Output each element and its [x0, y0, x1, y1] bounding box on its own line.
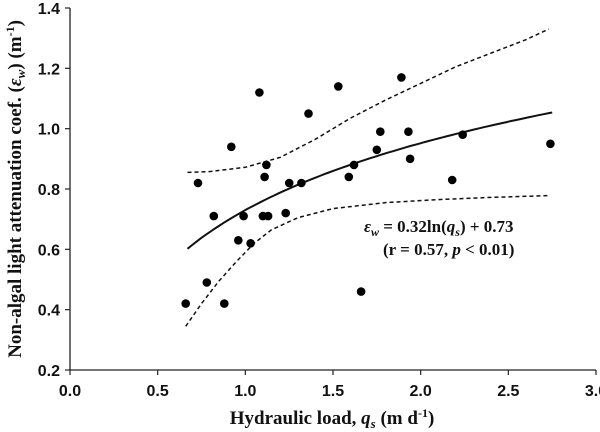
- data-point: [227, 142, 236, 152]
- x-tick-label: 2.5: [497, 383, 519, 400]
- data-points: [181, 73, 555, 308]
- data-point: [234, 236, 243, 245]
- data-point: [181, 299, 190, 308]
- y-tick-label: 1.4: [38, 1, 60, 18]
- data-point: [284, 178, 294, 188]
- x-axis-ticks: 0.0 0.5 1.0 1.5 2.0 2.5 3.0: [59, 370, 600, 400]
- data-point: [246, 239, 255, 248]
- lower-confidence-band: [185, 194, 549, 327]
- data-point: [458, 130, 468, 139]
- data-point: [376, 127, 385, 136]
- upper-confidence-band: [187, 28, 550, 174]
- regression-curve: [186, 111, 553, 250]
- data-point: [349, 160, 359, 170]
- y-tick-label: 1.0: [38, 122, 60, 139]
- data-point: [209, 211, 219, 221]
- x-tick-label: 0.0: [59, 383, 81, 400]
- data-point: [239, 211, 248, 221]
- data-point: [297, 178, 306, 188]
- y-axis-ticks: 0.2 0.4 0.6 0.8 1.0 1.2 1.4: [38, 1, 70, 380]
- data-point: [263, 211, 273, 221]
- data-point: [262, 160, 271, 170]
- data-point: [202, 278, 212, 287]
- equation-annotation: εw = 0.32ln(qs) + 0.73: [364, 217, 514, 239]
- x-tick-label: 3.0: [585, 383, 600, 400]
- regression-curve-group: [186, 111, 553, 250]
- y-tick-label: 0.6: [38, 242, 60, 259]
- y-tick-label: 0.2: [38, 363, 60, 380]
- data-point: [546, 139, 555, 149]
- data-point: [356, 287, 366, 296]
- y-tick-label: 1.2: [38, 61, 60, 78]
- data-point: [255, 88, 264, 97]
- y-tick-label: 0.8: [38, 182, 60, 199]
- data-point: [334, 82, 343, 91]
- data-point: [220, 299, 229, 308]
- data-point: [404, 127, 413, 136]
- data-point: [304, 109, 313, 118]
- data-point: [447, 175, 457, 185]
- axes: [69, 8, 596, 371]
- data-point: [260, 172, 269, 182]
- statistics-annotation: (r = 0.57, p < 0.01): [383, 240, 514, 259]
- confidence-bands: [185, 28, 550, 327]
- data-point: [405, 154, 415, 164]
- x-tick-label: 1.5: [322, 383, 344, 400]
- data-point: [344, 172, 354, 182]
- x-axis-title: Hydraulic load, qs (m d-1): [230, 406, 435, 431]
- data-point: [372, 145, 382, 155]
- data-point: [397, 73, 406, 82]
- x-tick-label: 2.0: [410, 383, 432, 400]
- y-tick-label: 0.4: [38, 303, 60, 320]
- data-point: [281, 208, 291, 218]
- x-tick-label: 0.5: [147, 383, 169, 400]
- y-axis-title: Non-algal light attenuation coef. (εw) (…: [3, 20, 28, 358]
- x-tick-label: 1.0: [234, 383, 256, 400]
- data-point: [193, 178, 203, 188]
